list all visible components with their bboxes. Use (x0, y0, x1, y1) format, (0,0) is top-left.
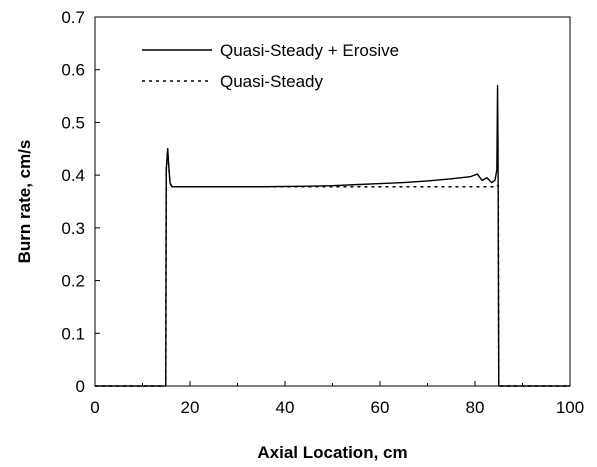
x-tick-label: 60 (371, 398, 390, 417)
x-tick-label: 20 (181, 398, 200, 417)
y-axis-title: Burn rate, cm/s (15, 140, 34, 264)
series-line-quasi-steady-erosive (95, 84, 570, 387)
x-tick-label: 100 (556, 398, 584, 417)
x-axis-ticks: 0 20 40 60 80 100 (90, 381, 584, 417)
y-tick-label: 0.7 (61, 8, 85, 27)
y-tick-label: 0.1 (61, 324, 85, 343)
y-tick-label: 0.3 (61, 219, 85, 238)
x-tick-label: 0 (90, 398, 99, 417)
legend: Quasi-Steady + Erosive Quasi-Steady (142, 41, 399, 91)
y-tick-label: 0.4 (61, 166, 85, 185)
x-axis-title: Axial Location, cm (257, 443, 407, 462)
legend-label-quasi-steady-erosive: Quasi-Steady + Erosive (220, 41, 399, 60)
y-tick-label: 0 (76, 377, 85, 396)
y-tick-label: 0.2 (61, 272, 85, 291)
x-tick-label: 80 (466, 398, 485, 417)
x-tick-label: 40 (276, 398, 295, 417)
y-tick-label: 0.6 (61, 61, 85, 80)
y-tick-label: 0.5 (61, 113, 85, 132)
series-layer (95, 84, 570, 387)
legend-label-quasi-steady: Quasi-Steady (220, 72, 323, 91)
y-axis-ticks: 0 0.1 0.2 0.3 0.4 0.5 0.6 0.7 (61, 8, 100, 396)
